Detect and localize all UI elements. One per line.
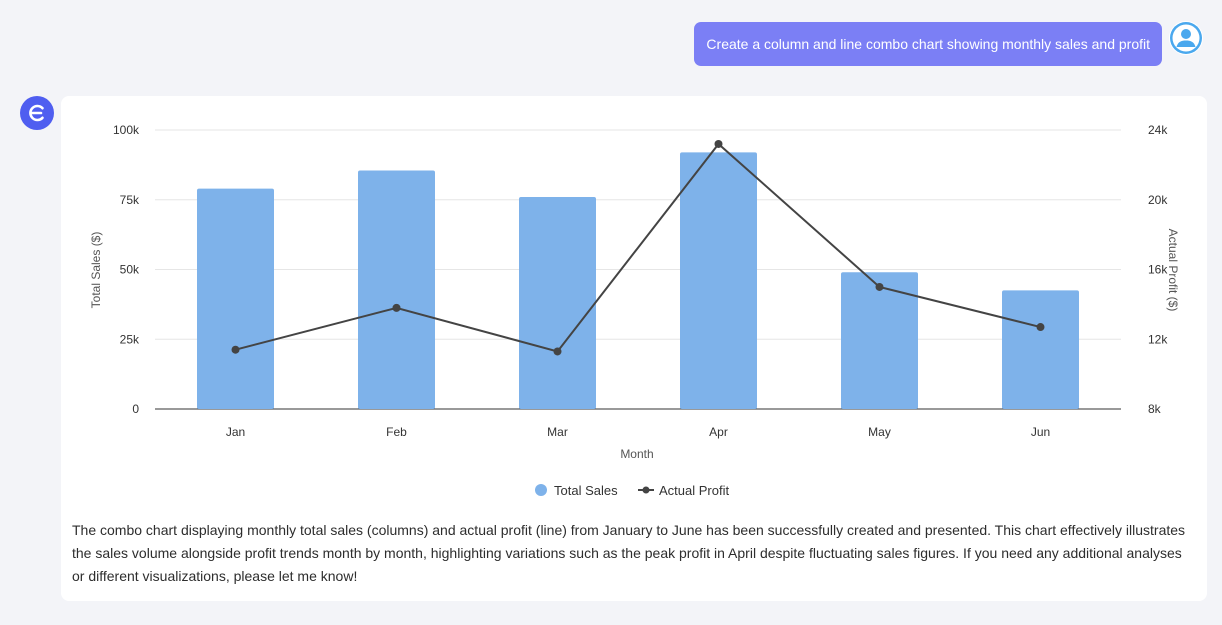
y-tick-label: 100k [113,123,140,137]
user-message-bubble: Create a column and line combo chart sho… [694,22,1162,66]
profit-point-feb[interactable] [392,303,401,312]
assistant-logo-icon [29,104,44,122]
assistant-answer-text: The combo chart displaying monthly total… [72,522,1186,584]
y2-tick-label: 12k [1148,332,1168,346]
user-avatar[interactable] [1169,21,1203,55]
legend-sales-label[interactable]: Total Sales [554,483,618,498]
x-tick-label: May [868,425,891,439]
combo-chart: 0 25k 50k 75k 100k 8k 12k 16k 20k 24k Jan Feb Mar Apr… [89,123,1180,498]
bar-jan[interactable] [197,188,274,409]
y-tick-label: 50k [120,263,140,277]
user-message-text: Create a column and line combo chart sho… [706,36,1150,52]
assistant-avatar [20,96,54,130]
profit-point-jun[interactable] [1036,323,1045,332]
profit-point-mar[interactable] [553,347,562,356]
bar-apr[interactable] [680,152,757,409]
y2-tick-label: 8k [1148,402,1162,416]
y-axis-title: Total Sales ($) [89,232,103,309]
profit-point-apr[interactable] [714,139,723,148]
assistant-response-card: 0 25k 50k 75k 100k 8k 12k 16k 20k 24k Jan Feb Mar Apr… [61,96,1207,601]
legend-sales-marker [535,484,547,496]
x-axis-title: Month [620,447,653,461]
x-tick-label: Jun [1031,425,1050,439]
y2-axis-title: Actual Profit ($) [1166,229,1180,312]
y2-tick-label: 24k [1148,123,1168,137]
bar-feb[interactable] [358,170,435,409]
profit-point-may[interactable] [875,282,884,291]
y2-tick-label: 16k [1148,263,1168,277]
user-icon [1170,22,1202,54]
x-tick-label: Jan [226,425,245,439]
y-tick-label: 25k [120,332,140,346]
profit-line [235,142,1041,353]
x-tick-label: Apr [709,425,728,439]
y2-tick-label: 20k [1148,193,1168,207]
profit-point-jan[interactable] [231,345,240,354]
legend-profit-marker [642,486,650,494]
bar-may[interactable] [841,272,918,409]
x-tick-label: Feb [386,425,407,439]
bar-jun[interactable] [1002,290,1079,409]
legend-profit-label[interactable]: Actual Profit [659,483,729,498]
y-tick-label: 0 [132,402,139,416]
x-tick-label: Mar [547,425,568,439]
y-tick-label: 75k [120,193,140,207]
bar-mar[interactable] [519,196,596,409]
